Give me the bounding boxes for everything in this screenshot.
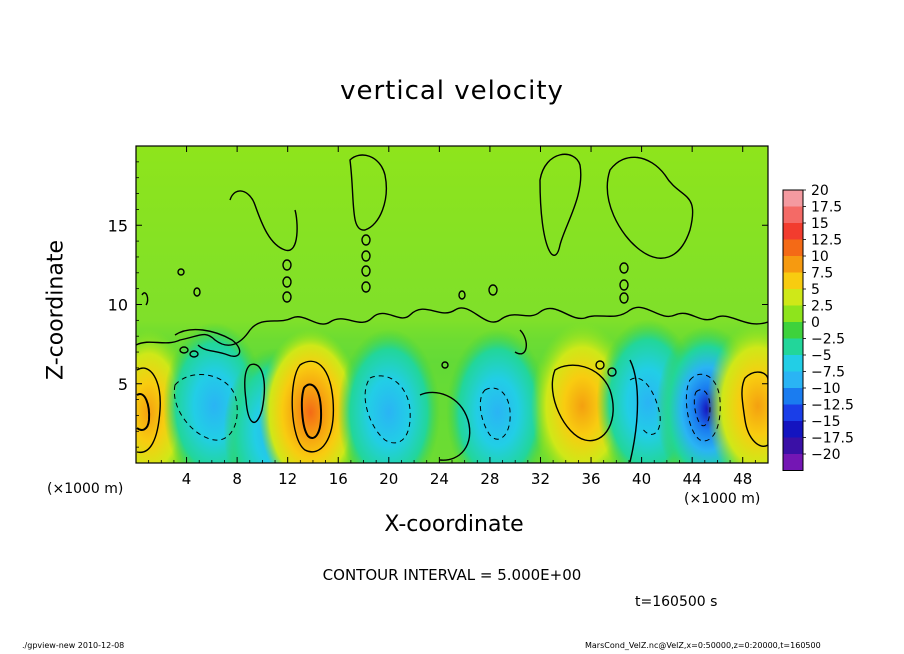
colorbar-label: 7.5	[811, 266, 833, 282]
colorbar-segment	[783, 206, 803, 223]
x-tick-label: 32	[531, 470, 550, 488]
y-axis-ticks: 5 10 15	[108, 161, 768, 448]
colorbar-label: −20	[811, 447, 841, 463]
colorbar-label: 15	[811, 216, 829, 232]
colorbar-segment	[783, 322, 803, 339]
colorbar-segment	[783, 388, 803, 405]
colorbar-label: 2.5	[811, 299, 833, 315]
x-axis-ticks: 4 8 12 16 20 24 28 32 36 40 44 48	[148, 146, 756, 488]
negative-contours	[173, 373, 721, 444]
x-tick-label: 4	[182, 470, 192, 488]
colorbar-label: 12.5	[811, 233, 842, 249]
colorbar-label: 5	[811, 282, 820, 298]
colorbar-label: −5	[811, 348, 832, 364]
colorbar-label: −2.5	[811, 332, 845, 348]
x-tick-label: 12	[278, 470, 297, 488]
colorbar-segment	[783, 371, 803, 388]
y-unit-label: (×1000 m)	[47, 481, 124, 497]
y-tick-label: 15	[108, 216, 128, 235]
contour-interval: CONTOUR INTERVAL = 5.000E+00	[322, 566, 582, 584]
velocity-cell-4	[337, 328, 441, 463]
footer-left: ./gpview-new 2010-12-08	[22, 641, 125, 650]
colorbar-label: 10	[811, 249, 829, 265]
x-tick-label: 24	[430, 470, 449, 488]
colorbar-segment	[783, 454, 803, 471]
colorbar-label: −7.5	[811, 365, 845, 381]
x-tick-label: 36	[581, 470, 600, 488]
colorbar-segment	[783, 239, 803, 256]
colorbar-segment	[783, 421, 803, 438]
colorbar-label: 0	[811, 315, 820, 331]
colorbar-segment	[783, 190, 803, 207]
colorbar-label: −17.5	[811, 431, 854, 447]
colorbar-segment	[783, 437, 803, 454]
plot-field	[136, 146, 768, 463]
x-tick-label: 8	[232, 470, 242, 488]
contour-lines	[136, 153, 768, 463]
colorbar-segment	[783, 404, 803, 421]
footer-right: MarsCond_VelZ.nc@VelZ,x=0:50000,z=0:2000…	[585, 641, 821, 650]
time-label: t=160500 s	[635, 594, 718, 610]
colorbar-segment	[783, 256, 803, 273]
velocity-cell-3	[259, 328, 362, 463]
x-axis-label: X-coordinate	[384, 512, 524, 537]
colorbar-label: −12.5	[811, 398, 854, 414]
chart-title: vertical velocity	[340, 76, 564, 106]
colorbar-label: −10	[811, 381, 841, 397]
velocity-cell-9	[706, 322, 768, 463]
colorbar-label: 20	[811, 183, 829, 199]
x-tick-label: 44	[683, 470, 702, 488]
x-tick-label: 20	[379, 470, 398, 488]
colorbar-segment	[783, 289, 803, 306]
colorbar-segment	[783, 338, 803, 355]
colorbar-frame	[782, 189, 804, 471]
y-axis-label: Z-coordinate	[43, 240, 69, 380]
x-unit-label: (×1000 m)	[684, 491, 761, 507]
x-tick-label: 28	[480, 470, 499, 488]
colorbar-segment	[783, 223, 803, 240]
x-tick-label: 16	[329, 470, 348, 488]
colorbar-label: −15	[811, 414, 841, 430]
y-tick-label: 10	[108, 296, 128, 315]
colorbar: 2017.51512.5107.552.50−2.5−5−7.5−10−12.5…	[782, 183, 854, 471]
colorbar-segment	[783, 305, 803, 322]
y-tick-label: 5	[118, 375, 128, 394]
colorbar-segment	[783, 355, 803, 372]
colorbar-label: 17.5	[811, 200, 842, 216]
colorbar-segment	[783, 272, 803, 289]
x-tick-label: 48	[733, 470, 752, 488]
x-tick-label: 40	[632, 470, 651, 488]
velocity-cell-5	[446, 328, 549, 463]
